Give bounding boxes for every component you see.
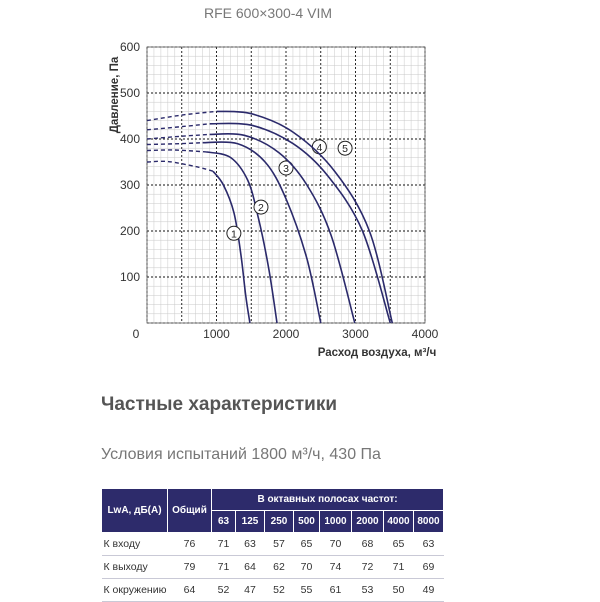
y-tick-label: 300: [120, 178, 140, 192]
row-value: 71: [211, 555, 236, 579]
row-total: 64: [167, 578, 212, 602]
row-value: 64: [235, 555, 265, 579]
curve-4: [209, 132, 356, 324]
curve-label-circle: [278, 160, 294, 176]
table-row: К выходу 79 71 64 62 70 74 72 71 69: [101, 555, 444, 579]
x-tick-label: 1000: [203, 327, 230, 341]
row-value: 65: [383, 532, 414, 556]
plot-frame: [146, 46, 426, 324]
row-value: 71: [211, 532, 236, 556]
row-label: К выходу: [101, 555, 168, 579]
x-tick-label: 2000: [273, 327, 300, 341]
curve-label-circle: [337, 140, 353, 156]
row-value: 70: [293, 555, 320, 579]
row-value: 70: [319, 532, 352, 556]
row-label: К входу: [101, 532, 168, 556]
y-axis-label: Давление, Па: [109, 56, 121, 133]
row-value: 52: [211, 578, 236, 602]
curve-1-dashed: [146, 160, 214, 172]
x-axis-ticks: 0 1000 2000 3000 4000: [133, 327, 439, 341]
x-tick-label: 0: [133, 327, 140, 341]
curve-label-circle: [253, 199, 269, 215]
frequency-row: 63 125 250 500 1000 2000 4000 8000: [102, 510, 444, 533]
freq-header: 8000: [413, 510, 444, 533]
curves: 1 2 3 4 5: [146, 110, 394, 324]
chart-title: RFE 600×300-4 VIM: [204, 5, 332, 21]
y-tick-label: 600: [120, 40, 140, 54]
freq-header: 250: [264, 510, 294, 533]
col-total-header: Общий: [167, 488, 212, 533]
curve-label: 4: [316, 142, 322, 154]
y-tick-label: 500: [120, 86, 140, 100]
row-value: 47: [235, 578, 265, 602]
curve-5: [209, 122, 392, 324]
row-value: 50: [383, 578, 414, 602]
freq-header: 63: [211, 510, 236, 533]
freq-header: 500: [293, 510, 320, 533]
freq-header: 125: [235, 510, 265, 533]
y-tick-label: 400: [120, 132, 140, 146]
curve-3: [202, 141, 322, 324]
y-tick-label: 100: [120, 270, 140, 284]
freq-header: 2000: [351, 510, 384, 533]
col-octave-header: В октавных полосах частот:: [211, 488, 444, 511]
y-tick-label: 200: [120, 224, 140, 238]
row-value: 55: [293, 578, 320, 602]
row-value: 53: [351, 578, 384, 602]
row-value: 49: [413, 578, 444, 602]
curve-2: [205, 151, 278, 324]
table-body: К входу 76 71 63 57 65 70 68 65 63 К выходу 79 71 64 6…: [101, 532, 444, 602]
row-label: К окружению: [101, 578, 168, 602]
row-value: 63: [235, 532, 265, 556]
curve-3-dashed: [146, 142, 203, 146]
freq-header: 1000: [319, 510, 352, 533]
row-value: 69: [413, 555, 444, 579]
row-value: 61: [319, 578, 352, 602]
row-value: 74: [319, 555, 352, 579]
curve-5-dashed: [146, 123, 210, 131]
curve-label: 3: [283, 163, 289, 175]
curve-4-dashed: [146, 133, 210, 140]
curve-2-dashed: [146, 149, 207, 153]
major-grid: [146, 46, 426, 324]
x-tick-label: 4000: [412, 327, 439, 341]
freq-header: 4000: [383, 510, 414, 533]
curve-label-circle: [226, 225, 242, 241]
curve-6-dashed: [146, 110, 217, 122]
curve-label: 1: [231, 228, 237, 240]
table-row: К входу 76 71 63 57 65 70 68 65 63: [101, 532, 444, 556]
curve-label: 5: [342, 143, 348, 155]
x-axis-label: Расход воздуха, м³/ч: [318, 347, 437, 359]
row-value: 57: [264, 532, 294, 556]
x-tick-label: 3000: [342, 327, 369, 341]
col-lwa-header: LwA, дБ(A): [101, 488, 168, 533]
y-axis-ticks: 100 200 300 400 500 600: [120, 40, 140, 284]
row-total: 76: [167, 532, 212, 556]
row-value: 68: [351, 532, 384, 556]
row-value: 52: [264, 578, 294, 602]
row-total: 79: [167, 555, 212, 579]
noise-table: LwA, дБ(A) Общий В октавных полосах част…: [101, 488, 444, 602]
table-row: К окружению 64 52 47 52 55 61 53 50 49: [101, 578, 444, 602]
row-value: 72: [351, 555, 384, 579]
curve-6: [216, 110, 394, 324]
row-value: 62: [264, 555, 294, 579]
row-value: 71: [383, 555, 414, 579]
section-title: Частные характеристики: [101, 394, 338, 415]
row-value: 63: [413, 532, 444, 556]
row-value: 65: [293, 532, 320, 556]
curve-label: 2: [258, 202, 264, 214]
test-conditions: Условия испытаний 1800 м³/ч, 430 Па: [101, 446, 381, 463]
